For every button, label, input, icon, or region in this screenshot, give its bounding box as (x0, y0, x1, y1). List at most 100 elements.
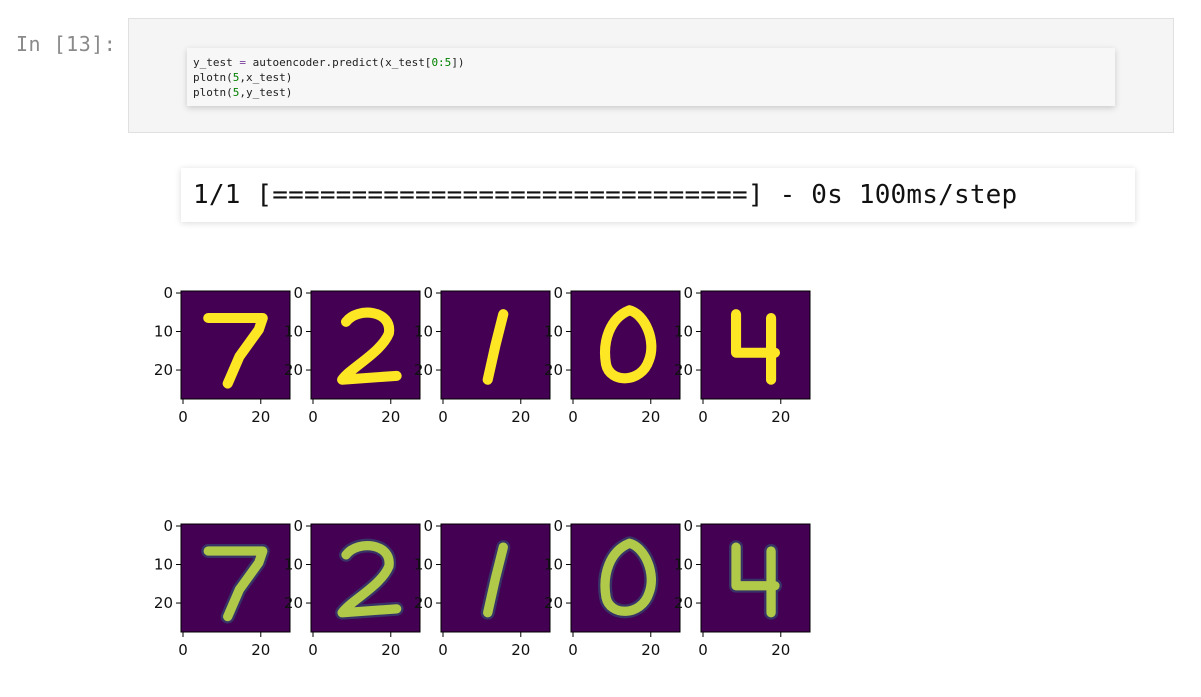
y-tick-label: 20 (154, 594, 173, 612)
y-tick-label: 20 (154, 361, 173, 379)
digit-panel: 0 10 20 0 20 (414, 517, 551, 659)
y-tick-label: 10 (154, 323, 173, 341)
x-tick-label: 20 (771, 408, 790, 426)
image-background (701, 291, 810, 399)
axes-frame (440, 523, 551, 633)
digit-stroke (600, 305, 657, 384)
x-tick-label: 20 (771, 641, 790, 659)
y-tick-label: 10 (284, 556, 303, 574)
output-area: 1/1 [==============================] - 0… (181, 168, 1135, 222)
digit-halo (480, 540, 511, 620)
digit-halo (598, 536, 659, 619)
digit-halo (729, 540, 782, 620)
cell-prompt: In [13]: (16, 32, 117, 56)
code-editor[interactable]: y_test = autoencoder.predict(x_test[0:5]… (187, 48, 1115, 106)
x-tick-label: 0 (698, 408, 708, 426)
digit-panel: 0 10 20 0 20 (154, 517, 291, 659)
axes-frame (310, 523, 421, 633)
y-tick-label: 10 (674, 323, 693, 341)
y-tick-label: 10 (154, 556, 173, 574)
figure-x_test: 0 10 20 0 20 0 10 20 0 20 0 10 20 0 20 0 10 20 0 20 0 10 20 0 20 (154, 284, 811, 426)
y-tick-label: 0 (683, 517, 693, 535)
y-tick-label: 20 (284, 361, 303, 379)
digit-panel: 0 10 20 0 20 (284, 284, 421, 426)
y-tick-label: 0 (163, 517, 173, 535)
y-tick-label: 0 (423, 284, 433, 302)
digit-panel: 0 10 20 0 20 (544, 517, 681, 659)
x-tick-label: 0 (438, 641, 448, 659)
digit-stroke (730, 309, 781, 385)
x-tick-label: 20 (511, 641, 530, 659)
digit-panel: 0 10 20 0 20 (154, 284, 291, 426)
x-tick-label: 20 (251, 408, 270, 426)
x-tick-label: 20 (511, 408, 530, 426)
y-tick-label: 0 (553, 284, 563, 302)
axes-frame (570, 523, 681, 633)
y-tick-label: 20 (414, 594, 433, 612)
digit-stroke (482, 309, 509, 385)
figure-y_test: 0 10 20 0 20 0 10 20 0 20 0 10 20 0 20 0 10 20 0 20 0 10 20 0 20 (154, 517, 811, 659)
y-tick-label: 10 (674, 556, 693, 574)
y-tick-label: 20 (284, 594, 303, 612)
axes-frame (180, 523, 291, 633)
y-tick-label: 20 (544, 361, 563, 379)
x-tick-label: 0 (568, 641, 578, 659)
image-background (701, 524, 810, 632)
code-line-3: plotn(5,y_test) (193, 86, 293, 99)
digit-stroke (483, 542, 508, 618)
y-tick-label: 10 (414, 323, 433, 341)
x-tick-label: 0 (438, 408, 448, 426)
digit-panel: 0 10 20 0 20 (674, 284, 811, 426)
y-tick-label: 20 (414, 361, 433, 379)
y-tick-label: 0 (683, 284, 693, 302)
axes-frame (440, 290, 551, 400)
y-tick-label: 0 (293, 517, 303, 535)
x-tick-label: 0 (568, 408, 578, 426)
digit-panel: 0 10 20 0 20 (414, 284, 551, 426)
digit-panel: 0 10 20 0 20 (544, 284, 681, 426)
axes-frame (570, 290, 681, 400)
x-tick-label: 0 (308, 408, 318, 426)
code-line-2: plotn(5,x_test) (193, 71, 293, 84)
axes-frame (700, 523, 811, 633)
digit-stroke (337, 307, 402, 385)
digit-stroke (337, 541, 402, 618)
progress-output: 1/1 [==============================] - 0… (193, 180, 1018, 210)
x-tick-label: 20 (381, 641, 400, 659)
x-tick-label: 20 (251, 641, 270, 659)
code-cell[interactable]: y_test = autoencoder.predict(x_test[0:5]… (128, 18, 1174, 133)
axes-frame (700, 290, 811, 400)
axes-frame (310, 290, 421, 400)
axes-frame (180, 290, 291, 400)
y-tick-label: 20 (544, 594, 563, 612)
image-background (181, 524, 290, 632)
y-tick-label: 10 (544, 323, 563, 341)
x-tick-label: 20 (641, 408, 660, 426)
y-tick-label: 20 (674, 361, 693, 379)
x-tick-label: 0 (178, 408, 188, 426)
digit-stroke (731, 542, 780, 618)
code-line-1: y_test = autoencoder.predict(x_test[0:5]… (193, 56, 465, 69)
digit-panel: 0 10 20 0 20 (674, 517, 811, 659)
y-tick-label: 20 (674, 594, 693, 612)
digit-halo (201, 544, 270, 624)
y-tick-label: 10 (284, 323, 303, 341)
y-tick-label: 10 (544, 556, 563, 574)
digit-halo (335, 538, 404, 620)
x-tick-label: 20 (641, 641, 660, 659)
x-tick-label: 0 (308, 641, 318, 659)
y-tick-label: 0 (423, 517, 433, 535)
y-tick-label: 0 (293, 284, 303, 302)
x-tick-label: 20 (381, 408, 400, 426)
digit-stroke (600, 538, 656, 616)
digit-stroke (203, 546, 268, 622)
y-tick-label: 0 (553, 517, 563, 535)
x-tick-label: 0 (698, 641, 708, 659)
x-tick-label: 0 (178, 641, 188, 659)
y-tick-label: 10 (414, 556, 433, 574)
digit-panel: 0 10 20 0 20 (284, 517, 421, 659)
image-background (181, 291, 290, 399)
digit-stroke (203, 312, 268, 389)
y-tick-label: 0 (163, 284, 173, 302)
